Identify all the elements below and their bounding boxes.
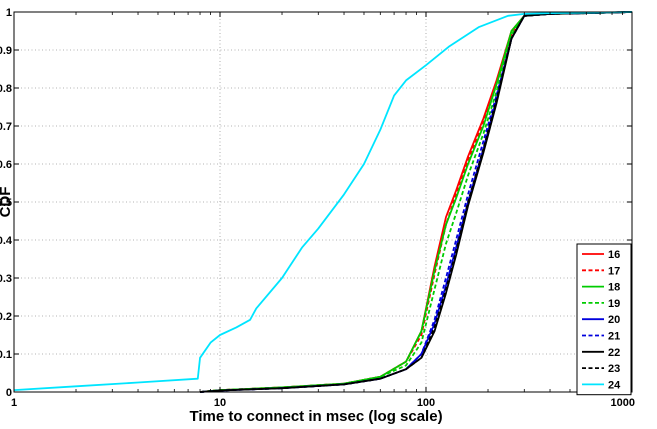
legend: 16 17 18 19 20 21 22 23 24 [576,243,632,396]
y-tick-label: 0 [6,387,12,399]
grid [14,12,632,392]
y-tick-label: 1 [6,7,12,19]
y-tick-label: 0.8 [0,83,12,95]
x-tick-label: 1 [11,397,17,409]
legend-label-22: 22 [608,347,620,359]
series-line-23 [199,11,633,393]
x-tick-label: 100 [417,397,435,409]
legend-label-18: 18 [608,282,620,294]
legend-label-21: 21 [608,331,620,343]
series-lines [13,11,633,393]
legend-label-23: 23 [608,363,620,375]
legend-label-20: 20 [608,314,620,326]
y-axis-title: CDF [0,187,14,218]
x-tick-label: 1000 [611,397,635,409]
legend-label-16: 16 [608,249,620,261]
legend-label-24: 24 [608,379,621,391]
x-axis-title: Time to connect in msec (log scale) [189,408,442,425]
y-tick-label: 0.6 [0,159,12,171]
series-line-24 [13,11,633,391]
y-tick-label: 0.1 [0,349,12,361]
legend-label-19: 19 [608,298,620,310]
y-tick-label: 0.7 [0,121,12,133]
y-tick-label: 0.3 [0,273,12,285]
x-tick-label: 10 [214,397,226,409]
y-tick-label: 0.9 [0,45,12,57]
y-tick-label: 0.2 [0,311,12,323]
y-tick-label: 0.5 [0,197,12,209]
legend-label-17: 17 [608,265,620,277]
y-tick-label: 0.4 [0,235,13,247]
